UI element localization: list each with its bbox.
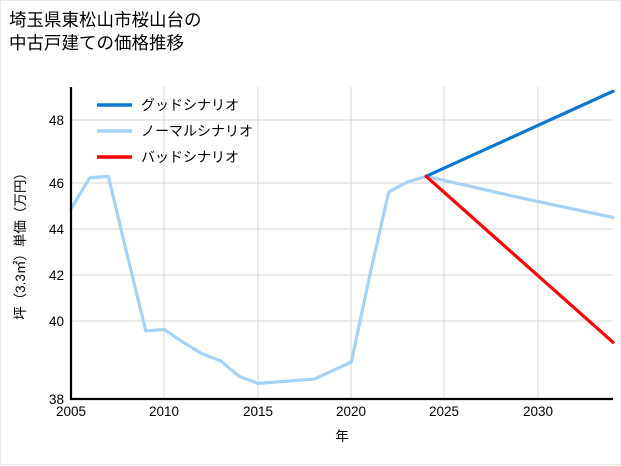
y-tick-label: 42	[49, 268, 64, 283]
x-tick-label: 2030	[523, 404, 553, 419]
axis-spines	[69, 87, 613, 401]
series-line-normal	[69, 174, 615, 385]
legend-item-normal[interactable]: ノーマルシナリオ	[97, 123, 253, 139]
legend-label-bad: バッドシナリオ	[141, 149, 239, 165]
x-tick-label: 2015	[243, 404, 273, 419]
legend-item-bad[interactable]: バッドシナリオ	[97, 149, 239, 165]
legend: グッドシナリオ ノーマルシナリオ バッドシナリオ	[97, 97, 253, 165]
legend-label-good: グッドシナリオ	[141, 97, 239, 113]
x-axis-title: 年	[335, 429, 349, 444]
y-tick-label: 48	[49, 113, 64, 128]
y-tick-label: 40	[49, 314, 64, 329]
y-tick-labels: 48 46 44 42 40 38	[49, 113, 65, 407]
x-tick-labels: 2005 2010 2015 2020 2025 2030	[56, 404, 553, 419]
x-tick-label: 2025	[429, 404, 459, 419]
legend-item-good[interactable]: グッドシナリオ	[97, 97, 239, 113]
grid-lines	[71, 87, 613, 399]
legend-label-normal: ノーマルシナリオ	[141, 123, 253, 139]
y-tick-label: 46	[49, 176, 64, 191]
y-tick-label: 38	[49, 392, 64, 407]
page-title: 埼玉県東松山市桜山台の 中古戸建ての価格推移	[9, 10, 202, 54]
x-tick-label: 2010	[149, 404, 179, 419]
x-tick-label: 2005	[56, 404, 86, 419]
y-tick-label: 44	[49, 222, 65, 237]
series-line-good	[424, 89, 615, 178]
y-axis-title: 坪（3.3㎡）単価（万円）	[13, 166, 28, 320]
data-series	[69, 89, 615, 385]
series-line-bad	[424, 174, 615, 344]
x-tick-label: 2020	[336, 404, 366, 419]
